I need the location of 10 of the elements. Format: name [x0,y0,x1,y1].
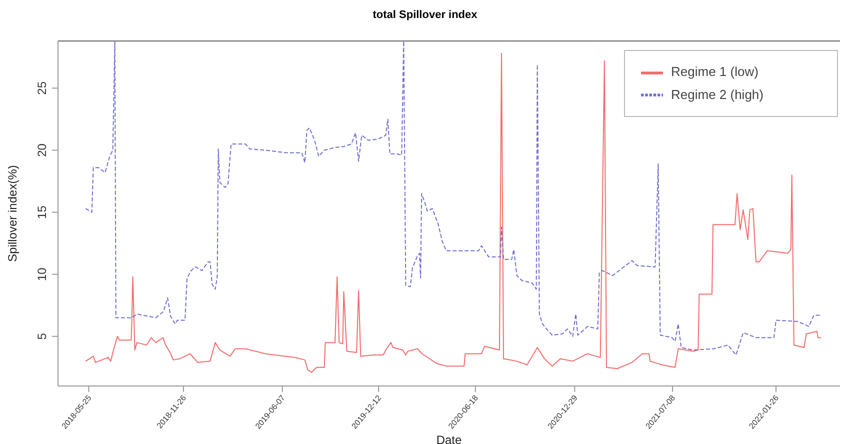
y-axis-title: Spillover index(%) [5,165,20,262]
y-tick-label: 15 [35,205,49,219]
x-axis-title: Date [436,433,462,444]
y-tick-label: 20 [35,143,49,157]
chart-title: total Spillover index [372,8,478,23]
legend-label: Regime 2 (high) [671,86,764,102]
y-tick-label: 10 [35,267,49,281]
y-tick-label: 5 [35,332,49,340]
legend-label: Regime 1 (low) [671,64,758,79]
y-tick-label: 25 [35,81,49,95]
